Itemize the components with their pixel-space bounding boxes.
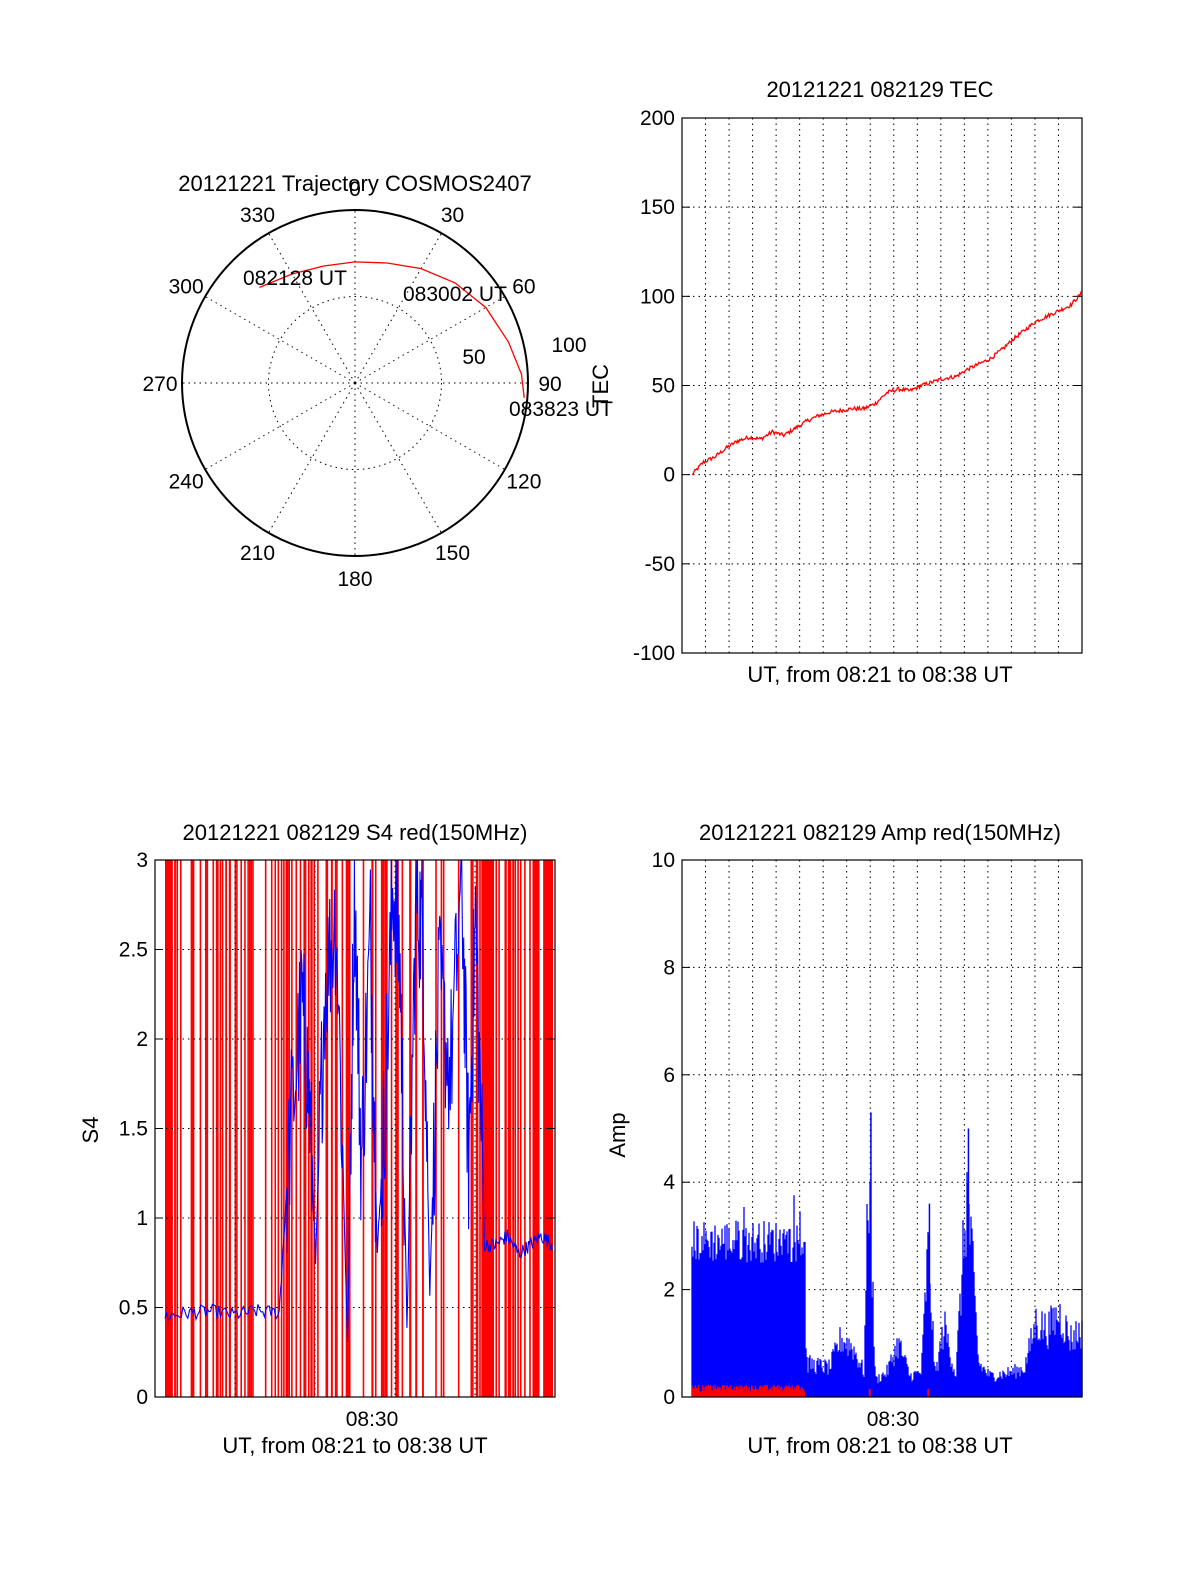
ring-label-100: 100: [551, 334, 586, 357]
trajectory-line: [259, 261, 525, 398]
amp-frame: [681, 859, 1083, 1398]
s4-xlabel: UT, from 08:21 to 08:38 UT: [222, 1433, 487, 1458]
tec-xlabel: UT, from 08:21 to 08:38 UT: [747, 662, 1012, 687]
polar-spoke: [204, 382, 356, 470]
azimuth-label: 210: [240, 542, 275, 565]
s4-title: 20121221 082129 S4 red(150MHz): [183, 820, 528, 845]
s4-ylabel: S4: [78, 1117, 103, 1144]
amp-red-series: [691, 1384, 930, 1397]
tec-chart: 20121221 082129 TEC 200150100500-50-100 …: [588, 77, 1083, 687]
tec-grid: [682, 118, 1082, 653]
amp-chart: 20121221 082129 Amp red(150MHz) 1086420 …: [605, 820, 1083, 1458]
polar-spoke: [268, 382, 356, 534]
polar-spoke: [354, 296, 506, 384]
polar-spoke: [268, 232, 356, 384]
ring-label-50: 50: [462, 346, 485, 369]
polar-spoke: [354, 382, 506, 470]
amp-y-ticks: 10 8 6 4 2 0: [652, 849, 1082, 1409]
amp-xtick: 08:30: [867, 1408, 920, 1431]
azimuth-label: 0: [349, 178, 361, 201]
polar-spoke: [354, 382, 442, 534]
y-tick-label: 2: [663, 1279, 675, 1302]
tec-frame: [681, 117, 1083, 654]
tec-ylabel: TEC: [588, 364, 613, 408]
red-block: [482, 860, 494, 1397]
azimuth-label: 330: [240, 204, 275, 227]
y-tick-label: 6: [663, 1064, 675, 1087]
s4-chart: 20121221 082129 S4 red(150MHz) 3 2.5 2 1.5 1…: [78, 820, 556, 1458]
polar-spoke: [354, 232, 442, 384]
y-tick-label: -100: [633, 642, 675, 665]
y-tick-label: 150: [640, 196, 675, 219]
y-tick-label: 10: [652, 849, 675, 872]
y-tick-label: 2: [136, 1028, 148, 1051]
polar-outer-circle: [181, 209, 529, 557]
amp-ylabel: Amp: [605, 1112, 630, 1157]
amp-blue-series: [691, 1112, 1083, 1397]
y-tick-label: -50: [645, 553, 675, 576]
amp-xlabel: UT, from 08:21 to 08:38 UT: [747, 1433, 1012, 1458]
tec-series: [691, 290, 1083, 476]
azimuth-label: 30: [441, 204, 464, 227]
y-tick-label: 50: [652, 375, 675, 398]
y-tick-label: 100: [640, 285, 675, 308]
polar-chart: 20121221 Trajectory COSMOS2407 0 30 60 90 12…: [142, 171, 613, 591]
s4-blue-series: [164, 859, 553, 1343]
azimuth-label: 60: [512, 276, 535, 299]
y-tick-label: 8: [663, 956, 675, 979]
azimuth-label: 120: [506, 471, 541, 494]
azimuth-label: 90: [538, 373, 561, 396]
polar-title: 20121221 Trajectory COSMOS2407: [178, 171, 531, 196]
y-tick-label: 1.5: [119, 1118, 148, 1141]
tec-y-ticks: 200 150 100 50 0 -50 -100: [633, 107, 1082, 665]
polar-grid: [182, 210, 528, 556]
y-tick-label: 1: [136, 1207, 148, 1230]
azimuth-label: 180: [337, 568, 372, 591]
annotation-start: 082128 UT: [243, 267, 347, 290]
y-tick-label: 200: [640, 107, 675, 130]
y-tick-label: 2.5: [119, 939, 148, 962]
polar-ring-inner: [268, 296, 442, 470]
azimuth-label: 300: [169, 276, 204, 299]
azimuth-label: 270: [142, 373, 177, 396]
polar-azimuth-labels: 0 30 60 90 120 150 180 210 240 270 300 330: [142, 178, 561, 591]
y-tick-label: 0: [663, 464, 675, 487]
red-block: [165, 860, 172, 1397]
y-tick-label: 0.5: [119, 1297, 148, 1320]
tec-title: 20121221 082129 TEC: [766, 77, 993, 102]
polar-spoke: [204, 296, 356, 384]
azimuth-label: 150: [435, 542, 470, 565]
amp-title: 20121221 082129 Amp red(150MHz): [699, 820, 1061, 845]
s4-y-ticks: 3 2.5 2 1.5 1 0.5 0: [119, 849, 555, 1409]
y-tick-label: 0: [136, 1386, 148, 1409]
s4-xtick: 08:30: [346, 1408, 399, 1431]
y-tick-label: 0: [663, 1386, 675, 1409]
y-tick-label: 4: [663, 1171, 675, 1194]
annotation-end: 083823 UT: [509, 398, 613, 421]
annotation-mid: 083002 UT: [403, 283, 507, 306]
azimuth-label: 240: [169, 471, 204, 494]
y-tick-label: 3: [136, 849, 148, 872]
